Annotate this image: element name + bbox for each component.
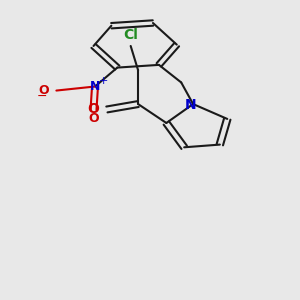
Text: +: + [99, 76, 109, 86]
Text: O: O [88, 103, 100, 116]
Text: N: N [184, 98, 196, 112]
Text: O: O [88, 112, 99, 125]
Text: N: N [90, 80, 100, 93]
Text: −: − [36, 89, 47, 103]
Text: O: O [38, 84, 49, 97]
Text: Cl: Cl [123, 28, 138, 42]
